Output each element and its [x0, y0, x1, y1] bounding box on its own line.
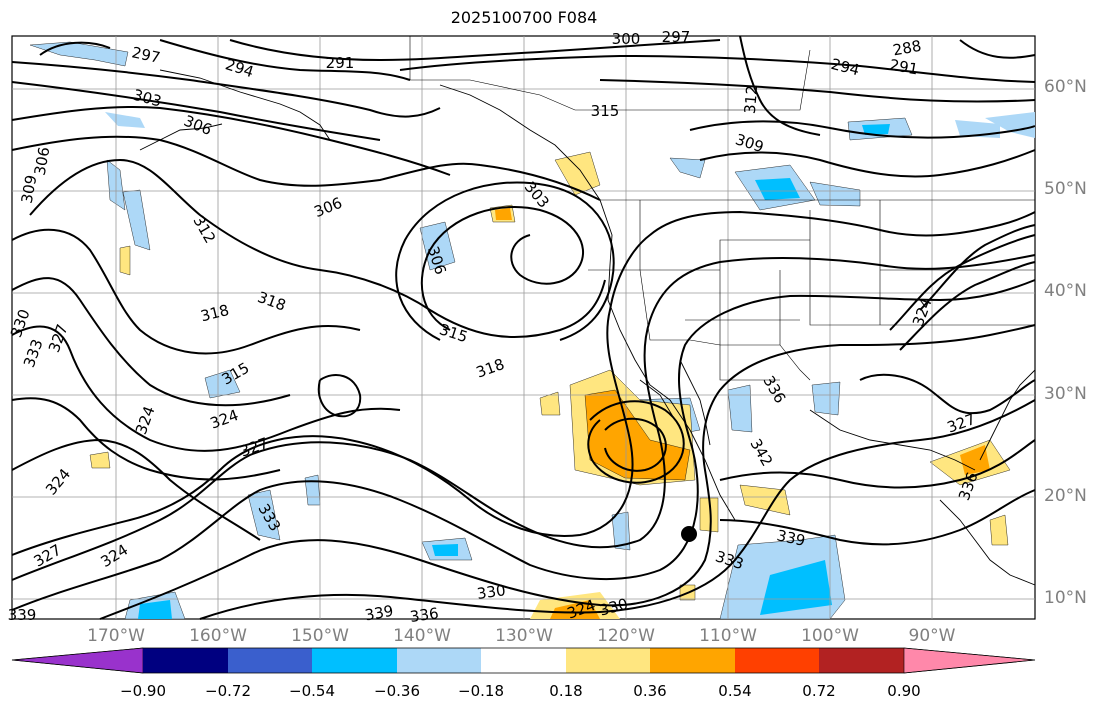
- colorbar-tick: 0.18: [549, 682, 583, 700]
- lat-label: 60°N: [1044, 77, 1087, 97]
- contour-label: 339: [775, 526, 807, 550]
- colorbar-segment: [903, 647, 1036, 674]
- colorbar-tick: 0.54: [718, 682, 752, 700]
- coastlines: [139, 69, 1036, 586]
- lon-label: 100°W: [801, 626, 859, 646]
- contour-lines: [11, 35, 1036, 620]
- lat-label: 50°N: [1044, 179, 1087, 199]
- colorbar-outline: [11, 647, 1036, 674]
- lon-label: 110°W: [699, 626, 757, 646]
- contour-label: 315: [591, 102, 620, 120]
- colorbar: [11, 647, 1036, 674]
- lon-label: 160°W: [189, 626, 247, 646]
- colorbar-tick: −0.18: [458, 682, 504, 700]
- contour-label: 312: [741, 85, 761, 115]
- lat-label: 40°N: [1044, 281, 1087, 301]
- map-title: 2025100700 F084: [450, 8, 598, 27]
- colorbar-segment: [481, 648, 566, 673]
- colorbar-segment: [735, 648, 819, 673]
- colorbar-tick: −0.36: [374, 682, 420, 700]
- lat-label: 10°N: [1044, 588, 1087, 608]
- contour-label: 339: [8, 606, 37, 624]
- colorbar-segment: [650, 648, 735, 673]
- lon-label: 150°W: [291, 626, 349, 646]
- contour-label: 336: [409, 604, 440, 626]
- contour-label: 300: [612, 30, 641, 48]
- contour-label: 309: [18, 173, 41, 204]
- colorbar-segment: [397, 648, 481, 673]
- contour-label: 297: [662, 28, 691, 46]
- gridlines: [12, 36, 1035, 619]
- contour-label: 306: [31, 145, 54, 176]
- colorbar-segment: [143, 648, 228, 673]
- lon-label: 170°W: [87, 626, 145, 646]
- lon-label: 140°W: [393, 626, 451, 646]
- colorbar-tick: −0.90: [120, 682, 166, 700]
- contour-label-texts: 297 294 291 300 297 288 294 291 303 315 …: [7, 28, 982, 626]
- borders: [409, 36, 1035, 381]
- lat-label: 30°N: [1044, 384, 1087, 404]
- contour-label: 288: [891, 37, 922, 60]
- colorbar-segment: [11, 647, 144, 674]
- lon-label: 120°W: [597, 626, 655, 646]
- contour-label: 297: [130, 43, 162, 67]
- lat-label: 20°N: [1044, 486, 1087, 506]
- lon-label: 130°W: [495, 626, 553, 646]
- colorbar-segment: [819, 648, 904, 673]
- contour-label: 291: [888, 56, 919, 79]
- colorbar-tick: 0.72: [802, 682, 836, 700]
- location-marker: [681, 526, 697, 542]
- colorbar-segment: [312, 648, 397, 673]
- colorbar-tick: −0.54: [289, 682, 335, 700]
- contour-label: 291: [326, 54, 355, 72]
- colorbar-segment: [228, 648, 312, 673]
- colorbar-tick: −0.72: [205, 682, 251, 700]
- contour-label: 339: [363, 602, 394, 625]
- colorbar-tick: 0.36: [633, 682, 667, 700]
- colorbar-segment: [566, 648, 650, 673]
- colorbar-tick: 0.90: [887, 682, 921, 700]
- contour-label: 330: [476, 581, 507, 603]
- lon-label: 90°W: [908, 626, 956, 646]
